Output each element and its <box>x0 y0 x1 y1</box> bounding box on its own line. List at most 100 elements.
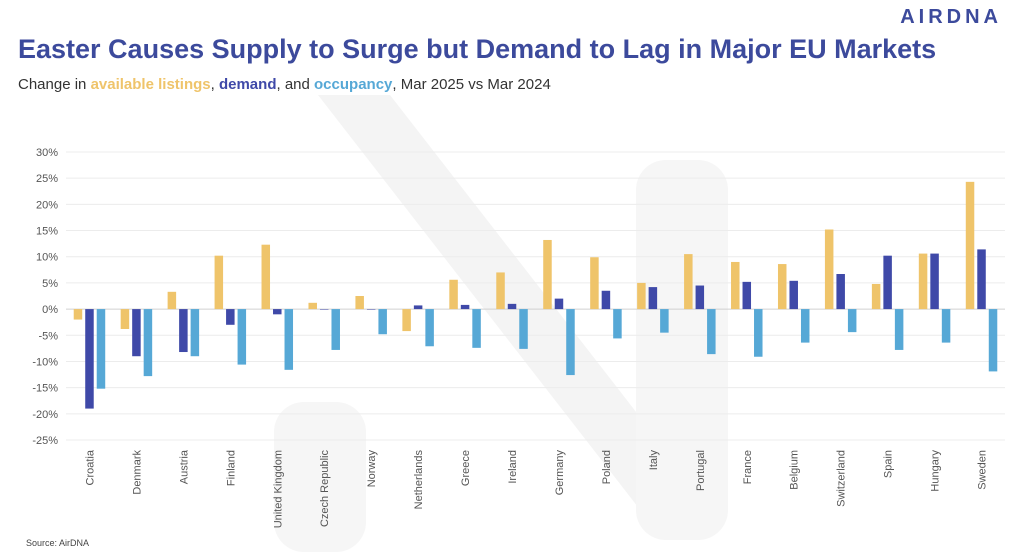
bar-available-listings <box>918 253 928 310</box>
bar-demand <box>226 309 235 325</box>
airdna-logo: AIRDNA <box>900 6 1002 28</box>
bar-available-listings <box>261 244 271 310</box>
bar-available-listings <box>73 309 83 320</box>
subtitle-occupancy: occupancy <box>314 76 393 93</box>
bar-available-listings <box>777 264 787 310</box>
y-tick-label: 10% <box>36 252 58 264</box>
bar-occupancy <box>566 309 575 376</box>
bar-available-listings <box>355 296 364 310</box>
x-tick-label: Norway <box>366 450 378 488</box>
y-tick-label: 30% <box>36 147 58 159</box>
x-tick-label: Poland <box>601 450 613 484</box>
bar-occupancy <box>660 309 669 333</box>
x-tick-label: Portugal <box>695 450 707 491</box>
bar-demand <box>695 285 705 310</box>
x-tick-label: United Kingdom <box>272 450 284 528</box>
y-tick-label: 25% <box>36 173 58 185</box>
x-tick-label: Italy <box>648 450 660 471</box>
bar-demand <box>742 281 752 310</box>
bar-occupancy <box>847 309 857 333</box>
x-tick-label: Ireland <box>507 450 519 484</box>
bar-available-listings <box>684 254 693 310</box>
subtitle-suffix: , Mar 2025 vs Mar 2024 <box>392 76 551 93</box>
bar-demand <box>366 309 376 310</box>
bar-available-listings <box>402 309 411 332</box>
y-tick-label: -10% <box>32 356 58 368</box>
x-tick-label: Spain <box>883 450 895 478</box>
bar-demand <box>132 309 141 357</box>
bar-available-listings <box>214 255 224 310</box>
bar-occupancy <box>707 309 716 355</box>
bar-demand <box>883 255 892 310</box>
subtitle-listings: available listings <box>90 76 211 93</box>
subtitle-demand: demand <box>218 76 277 93</box>
bar-available-listings <box>637 282 646 310</box>
bar-available-listings <box>824 229 834 310</box>
bar-occupancy <box>613 309 622 339</box>
y-tick-label: -20% <box>32 409 58 421</box>
x-tick-label: Greece <box>460 450 472 486</box>
y-tick-label: 5% <box>42 278 58 290</box>
x-tick-label: Finland <box>225 450 237 486</box>
bar-occupancy <box>800 309 810 343</box>
bar-available-listings <box>308 302 317 310</box>
y-tick-label: -5% <box>38 330 58 342</box>
subtitle-sep2: , and <box>276 76 315 93</box>
y-tick-label: 0% <box>42 304 58 316</box>
bar-available-listings <box>449 279 458 310</box>
bar-demand <box>460 304 470 310</box>
source-note: Source: AirDNA <box>26 538 90 548</box>
bar-demand <box>836 274 845 310</box>
bar-available-listings <box>543 239 552 310</box>
bar-available-listings <box>731 261 740 310</box>
bar-occupancy <box>425 309 434 347</box>
bar-occupancy <box>284 309 294 370</box>
bar-occupancy <box>237 309 247 365</box>
subtitle-sep1: , <box>210 76 219 93</box>
bar-demand <box>554 298 564 310</box>
bar-occupancy <box>331 309 340 350</box>
bar-available-listings <box>965 181 975 310</box>
x-tick-label: Switzerland <box>836 450 848 507</box>
bar-occupancy <box>894 309 904 350</box>
bar-occupancy <box>190 309 200 357</box>
bar-demand <box>930 253 939 310</box>
bar-available-listings <box>496 272 505 310</box>
x-tick-label: France <box>742 450 754 484</box>
x-tick-label: Croatia <box>84 449 96 485</box>
y-tick-label: 20% <box>36 199 58 211</box>
bar-available-listings <box>120 309 130 329</box>
y-tick-label: -25% <box>32 435 58 447</box>
x-tick-label: Germany <box>554 450 566 496</box>
bar-demand <box>179 309 188 353</box>
bar-demand <box>85 309 94 409</box>
bar-demand <box>273 309 282 315</box>
bar-available-listings <box>871 283 881 310</box>
bar-available-listings <box>167 291 177 310</box>
x-tick-label: Belgium <box>789 450 801 490</box>
chart-title: Easter Causes Supply to Surge but Demand… <box>18 34 937 64</box>
y-tick-label: 15% <box>36 226 58 238</box>
bar-occupancy <box>988 309 998 372</box>
bar-occupancy <box>143 309 153 377</box>
x-tick-label: Czech Republic <box>319 450 331 528</box>
bar-occupancy <box>378 309 387 335</box>
bar-occupancy <box>519 309 528 349</box>
bar-demand <box>789 280 798 310</box>
bar-demand <box>601 290 611 310</box>
bar-demand <box>319 309 329 310</box>
bar-demand <box>977 249 986 310</box>
subtitle-prefix: Change in <box>18 76 91 93</box>
bar-demand <box>648 287 658 310</box>
bar-occupancy <box>96 309 106 389</box>
chart-subtitle: Change in available listings, demand, an… <box>18 76 551 93</box>
y-tick-label: -15% <box>32 383 58 395</box>
bar-occupancy <box>941 309 951 343</box>
bar-occupancy <box>754 309 763 357</box>
bar-demand <box>507 303 517 310</box>
x-tick-label: Netherlands <box>413 450 425 510</box>
bar-occupancy <box>472 309 481 348</box>
x-tick-label: Austria <box>178 449 190 484</box>
bar-demand <box>413 305 423 310</box>
